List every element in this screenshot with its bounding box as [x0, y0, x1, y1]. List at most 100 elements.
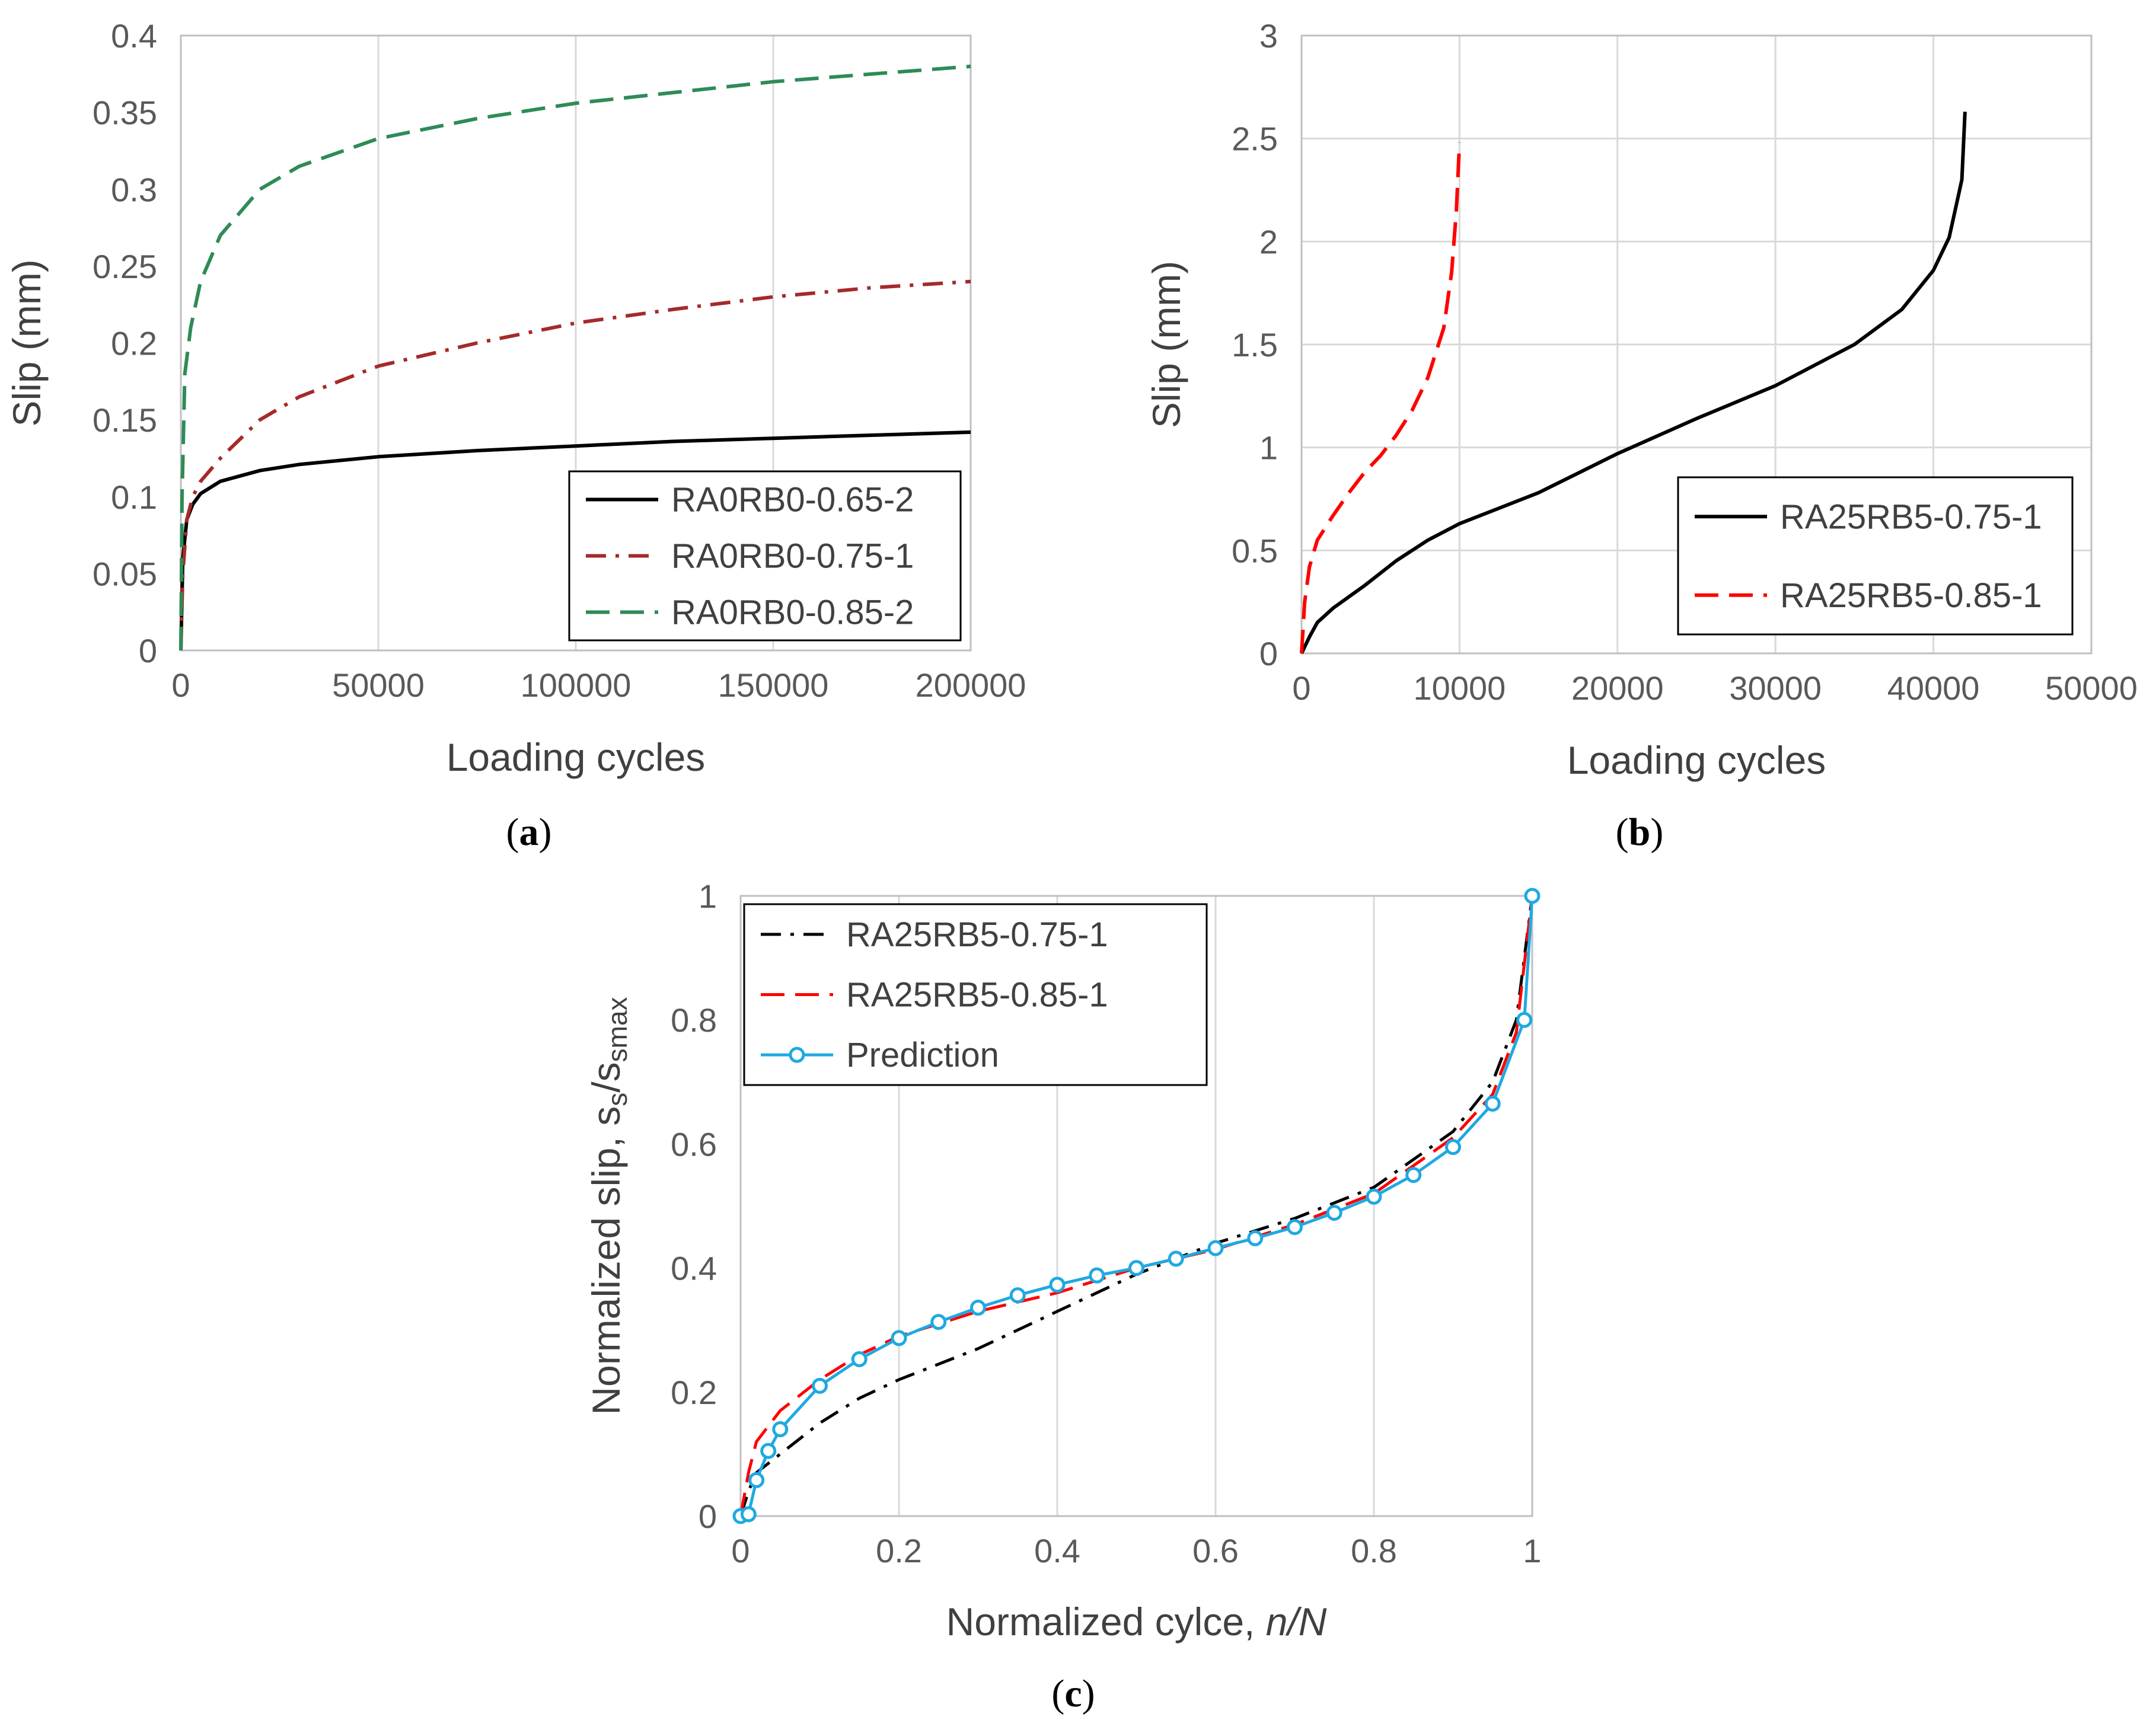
- y-tick-label: 0.35: [93, 94, 157, 132]
- chart-a: 0 50000 100000 150000 200000 0 0.05 0.1 0.15 0.2 0…: [5, 17, 1026, 854]
- series-line-RA25RB5-0.85-1: [739, 895, 1534, 1517]
- data-point: [1287, 1219, 1303, 1236]
- data-point: [851, 1351, 867, 1367]
- data-point: [1207, 1240, 1224, 1256]
- y-axis-title-mid: /s: [584, 1062, 628, 1092]
- x-tick-label: 1: [1523, 1532, 1541, 1569]
- y-tick-label: 0.05: [93, 555, 157, 592]
- legend-label: RA25RB5-0.75-1: [1780, 497, 2042, 536]
- panel-label: (c): [1051, 1672, 1095, 1715]
- plot-frame: [739, 895, 1533, 1517]
- series-line-RA0RB0-0.85-2: [179, 64, 971, 651]
- data-point: [1247, 1230, 1264, 1246]
- y-axis-title-text: Slip (mm): [1144, 261, 1188, 428]
- legend-label: RA25RB5-0.85-1: [1780, 576, 2042, 615]
- series-line-RA25RB5-0.75-1: [1300, 111, 1967, 655]
- panel-label-paren: (: [506, 811, 519, 854]
- x-axis-title-text: Loading cycles: [446, 735, 706, 779]
- x-tick-label: 150000: [718, 666, 829, 704]
- x-tick-label: 10000: [1414, 669, 1506, 707]
- data-point: [1524, 888, 1541, 904]
- panel-label: (b): [1616, 811, 1664, 854]
- x-axis-title: Loading cycles: [446, 735, 706, 779]
- panel-label-paren: (: [1051, 1672, 1064, 1715]
- x-tick-label: 0: [1292, 669, 1310, 707]
- legend-label: RA0RB0-0.65-2: [671, 481, 914, 519]
- data-point: [1484, 1095, 1501, 1112]
- y-tick-label: 0.3: [111, 171, 157, 208]
- y-tick-label: 0.1: [111, 478, 157, 516]
- x-tick-label: 20000: [1571, 669, 1664, 707]
- x-tick-label: 30000: [1729, 669, 1822, 707]
- data-point: [1366, 1188, 1382, 1205]
- y-tick-label: 1: [699, 878, 717, 915]
- x-tick-label: 50000: [2045, 669, 2138, 707]
- data-point: [1326, 1205, 1342, 1221]
- y-tick-label: 1: [1259, 429, 1278, 467]
- y-tick-label: 0.4: [671, 1250, 717, 1287]
- panel-label: (a): [506, 811, 552, 854]
- y-tick-label: 0: [139, 632, 157, 669]
- data-point: [1516, 1012, 1533, 1028]
- x-tick-label: 100000: [521, 666, 632, 704]
- y-tick-label: 0.2: [111, 325, 157, 362]
- data-point: [760, 1443, 777, 1459]
- chart-c: 0 0.2 0.4 0.6 0.8 1 0 0.2 0.4 0.6 0.8 1 Normalized c…: [584, 878, 1542, 1715]
- series-line-RA25RB5-0.75-1: [739, 895, 1534, 1517]
- x-tick-label: 0.2: [876, 1532, 922, 1569]
- data-point: [772, 1421, 789, 1438]
- panel-label-letter: b: [1629, 811, 1651, 854]
- x-tick-label: 200000: [916, 666, 1026, 704]
- legend-label: RA25RB5-0.75-1: [846, 915, 1108, 954]
- x-axis-title: Loading cycles: [1567, 738, 1826, 782]
- plot-frame: [180, 34, 972, 652]
- y-axis-title-text: Slip (mm): [5, 259, 49, 426]
- y-axis-title: Slip (mm): [5, 259, 49, 426]
- x-tick-label: 0.8: [1351, 1532, 1397, 1569]
- y-tick-label: 2.5: [1232, 120, 1278, 158]
- x-tick-label: 0: [731, 1532, 750, 1569]
- y-tick-label: 0.15: [93, 401, 157, 439]
- x-axis-title: Normalized cylce, n/N: [946, 1600, 1327, 1644]
- panel-label-paren: ): [539, 811, 552, 854]
- x-axis-title-italic: n/N: [1266, 1600, 1327, 1644]
- y-tick-label: 0.25: [93, 248, 157, 285]
- x-axis-title-text: Normalized cylce,: [946, 1600, 1266, 1644]
- y-tick-label: 0: [1259, 635, 1278, 672]
- y-tick-label: 0.6: [671, 1125, 717, 1163]
- x-tick-label: 40000: [1887, 669, 1980, 707]
- panel-label-letter: a: [519, 811, 539, 854]
- data-point: [748, 1472, 765, 1488]
- plot-frame: [1300, 34, 2093, 655]
- x-tick-label: 0.4: [1034, 1532, 1080, 1569]
- panel-label-letter: c: [1064, 1672, 1082, 1715]
- legend-label: RA25RB5-0.85-1: [846, 976, 1108, 1014]
- y-axis-title: Normalized slip, ss/ssmax: [584, 997, 633, 1415]
- data-point: [740, 1506, 757, 1523]
- data-point: [1049, 1277, 1066, 1293]
- y-tick-label: 2: [1259, 223, 1278, 260]
- y-tick-label: 0.5: [1232, 532, 1278, 569]
- panel-label-paren: (: [1616, 811, 1629, 854]
- y-tick-label: 0: [699, 1498, 717, 1535]
- data-point: [1128, 1260, 1144, 1277]
- legend-label: RA0RB0-0.75-1: [671, 537, 914, 576]
- data-point: [1089, 1267, 1105, 1284]
- y-axis-title-sub: s: [602, 1093, 633, 1106]
- y-tick-label: 1.5: [1232, 326, 1278, 363]
- legend-label: RA0RB0-0.85-2: [671, 594, 914, 632]
- y-tick-label: 0.2: [671, 1374, 717, 1411]
- panel-label-paren: ): [1650, 811, 1663, 854]
- legend-box: [1677, 476, 2074, 636]
- series-line-RA25RB5-0.85-1: [1300, 142, 1462, 654]
- data-point: [891, 1330, 907, 1347]
- y-tick-label: 0.4: [111, 17, 157, 55]
- panel-label-paren: ): [1082, 1672, 1095, 1715]
- chart-b: 0 10000 20000 30000 40000 50000 0 0.5 1 1.5 2 2.5 3 L…: [1144, 17, 2138, 854]
- data-point: [1168, 1250, 1184, 1267]
- data-point: [1009, 1287, 1026, 1304]
- data-point: [930, 1314, 947, 1330]
- data-point: [970, 1300, 986, 1316]
- data-point: [812, 1377, 828, 1394]
